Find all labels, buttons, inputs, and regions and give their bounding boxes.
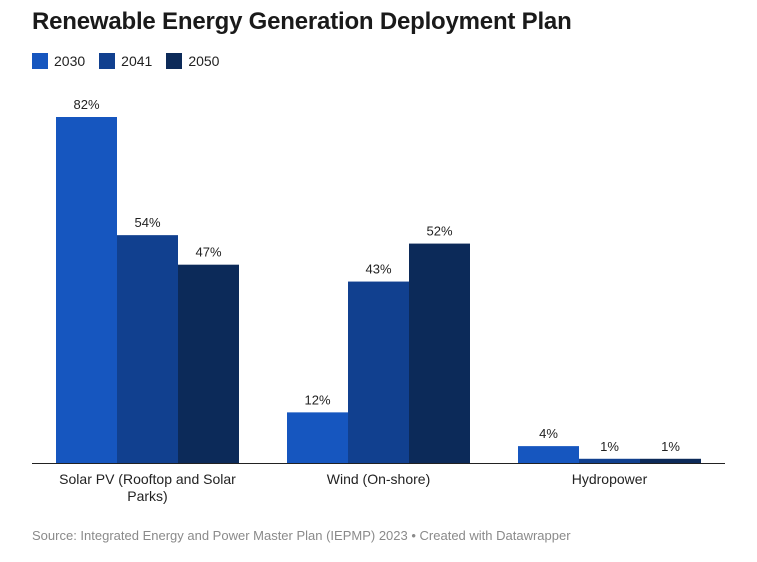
data-label-hydropower-2050: 1% <box>661 439 680 454</box>
bar-wind-on-shore-2050 <box>409 243 470 463</box>
chart-title: Renewable Energy Generation Deployment P… <box>32 8 572 35</box>
bar-group-hydropower: 4% 1% 1% <box>518 426 701 463</box>
legend: 2030 2041 2050 <box>32 53 219 69</box>
legend-swatch-2030 <box>32 53 48 69</box>
bar-hydropower-2030 <box>518 446 579 463</box>
data-label-wind-on-shore-2050: 52% <box>426 224 452 239</box>
legend-label-2041: 2041 <box>121 53 153 69</box>
bar-wind-on-shore-2041 <box>348 281 409 463</box>
legend-item-2041: 2041 <box>99 53 152 69</box>
legend-item-2050: 2050 <box>166 53 219 69</box>
category-label-wind-on-shore: Wind (On-shore) <box>326 471 431 487</box>
data-label-wind-on-shore-2041: 43% <box>365 262 391 277</box>
data-label-hydropower-2041: 1% <box>600 439 619 454</box>
legend-swatch-2041 <box>99 53 116 69</box>
bar-hydropower-2041 <box>579 458 640 463</box>
data-label-solar-pv-rooftop-and-solar-parks-2041: 54% <box>134 215 160 230</box>
category-label-solar-pv-rooftop-and-solar-parks: Solar PV (Rooftop and Solar Parks) <box>59 471 236 504</box>
bar-group-wind-on-shore: 12% 43% 52% <box>287 224 470 463</box>
legend-item-2030: 2030 <box>32 53 85 69</box>
legend-label-2050: 2050 <box>188 53 220 69</box>
bar-wind-on-shore-2030 <box>287 412 348 463</box>
bar-solar-pv-rooftop-and-solar-parks-2030 <box>56 117 117 463</box>
source-note: Source: Integrated Energy and Power Mast… <box>32 528 571 543</box>
bar-hydropower-2050 <box>640 458 701 463</box>
bar-solar-pv-rooftop-and-solar-parks-2050 <box>178 264 239 463</box>
data-label-wind-on-shore-2030: 12% <box>304 392 330 407</box>
category-label-hydropower: Hydropower <box>571 471 648 487</box>
bar-group-solar-pv-rooftop-and-solar-parks: 82% 54% 47% <box>56 97 239 463</box>
legend-swatch-2050 <box>166 53 183 69</box>
data-label-solar-pv-rooftop-and-solar-parks-2030: 82% <box>73 97 99 112</box>
data-label-hydropower-2030: 4% <box>539 426 558 441</box>
data-label-solar-pv-rooftop-and-solar-parks-2050: 47% <box>195 245 221 260</box>
bar-solar-pv-rooftop-and-solar-parks-2041 <box>117 235 178 463</box>
legend-label-2030: 2030 <box>54 53 86 69</box>
